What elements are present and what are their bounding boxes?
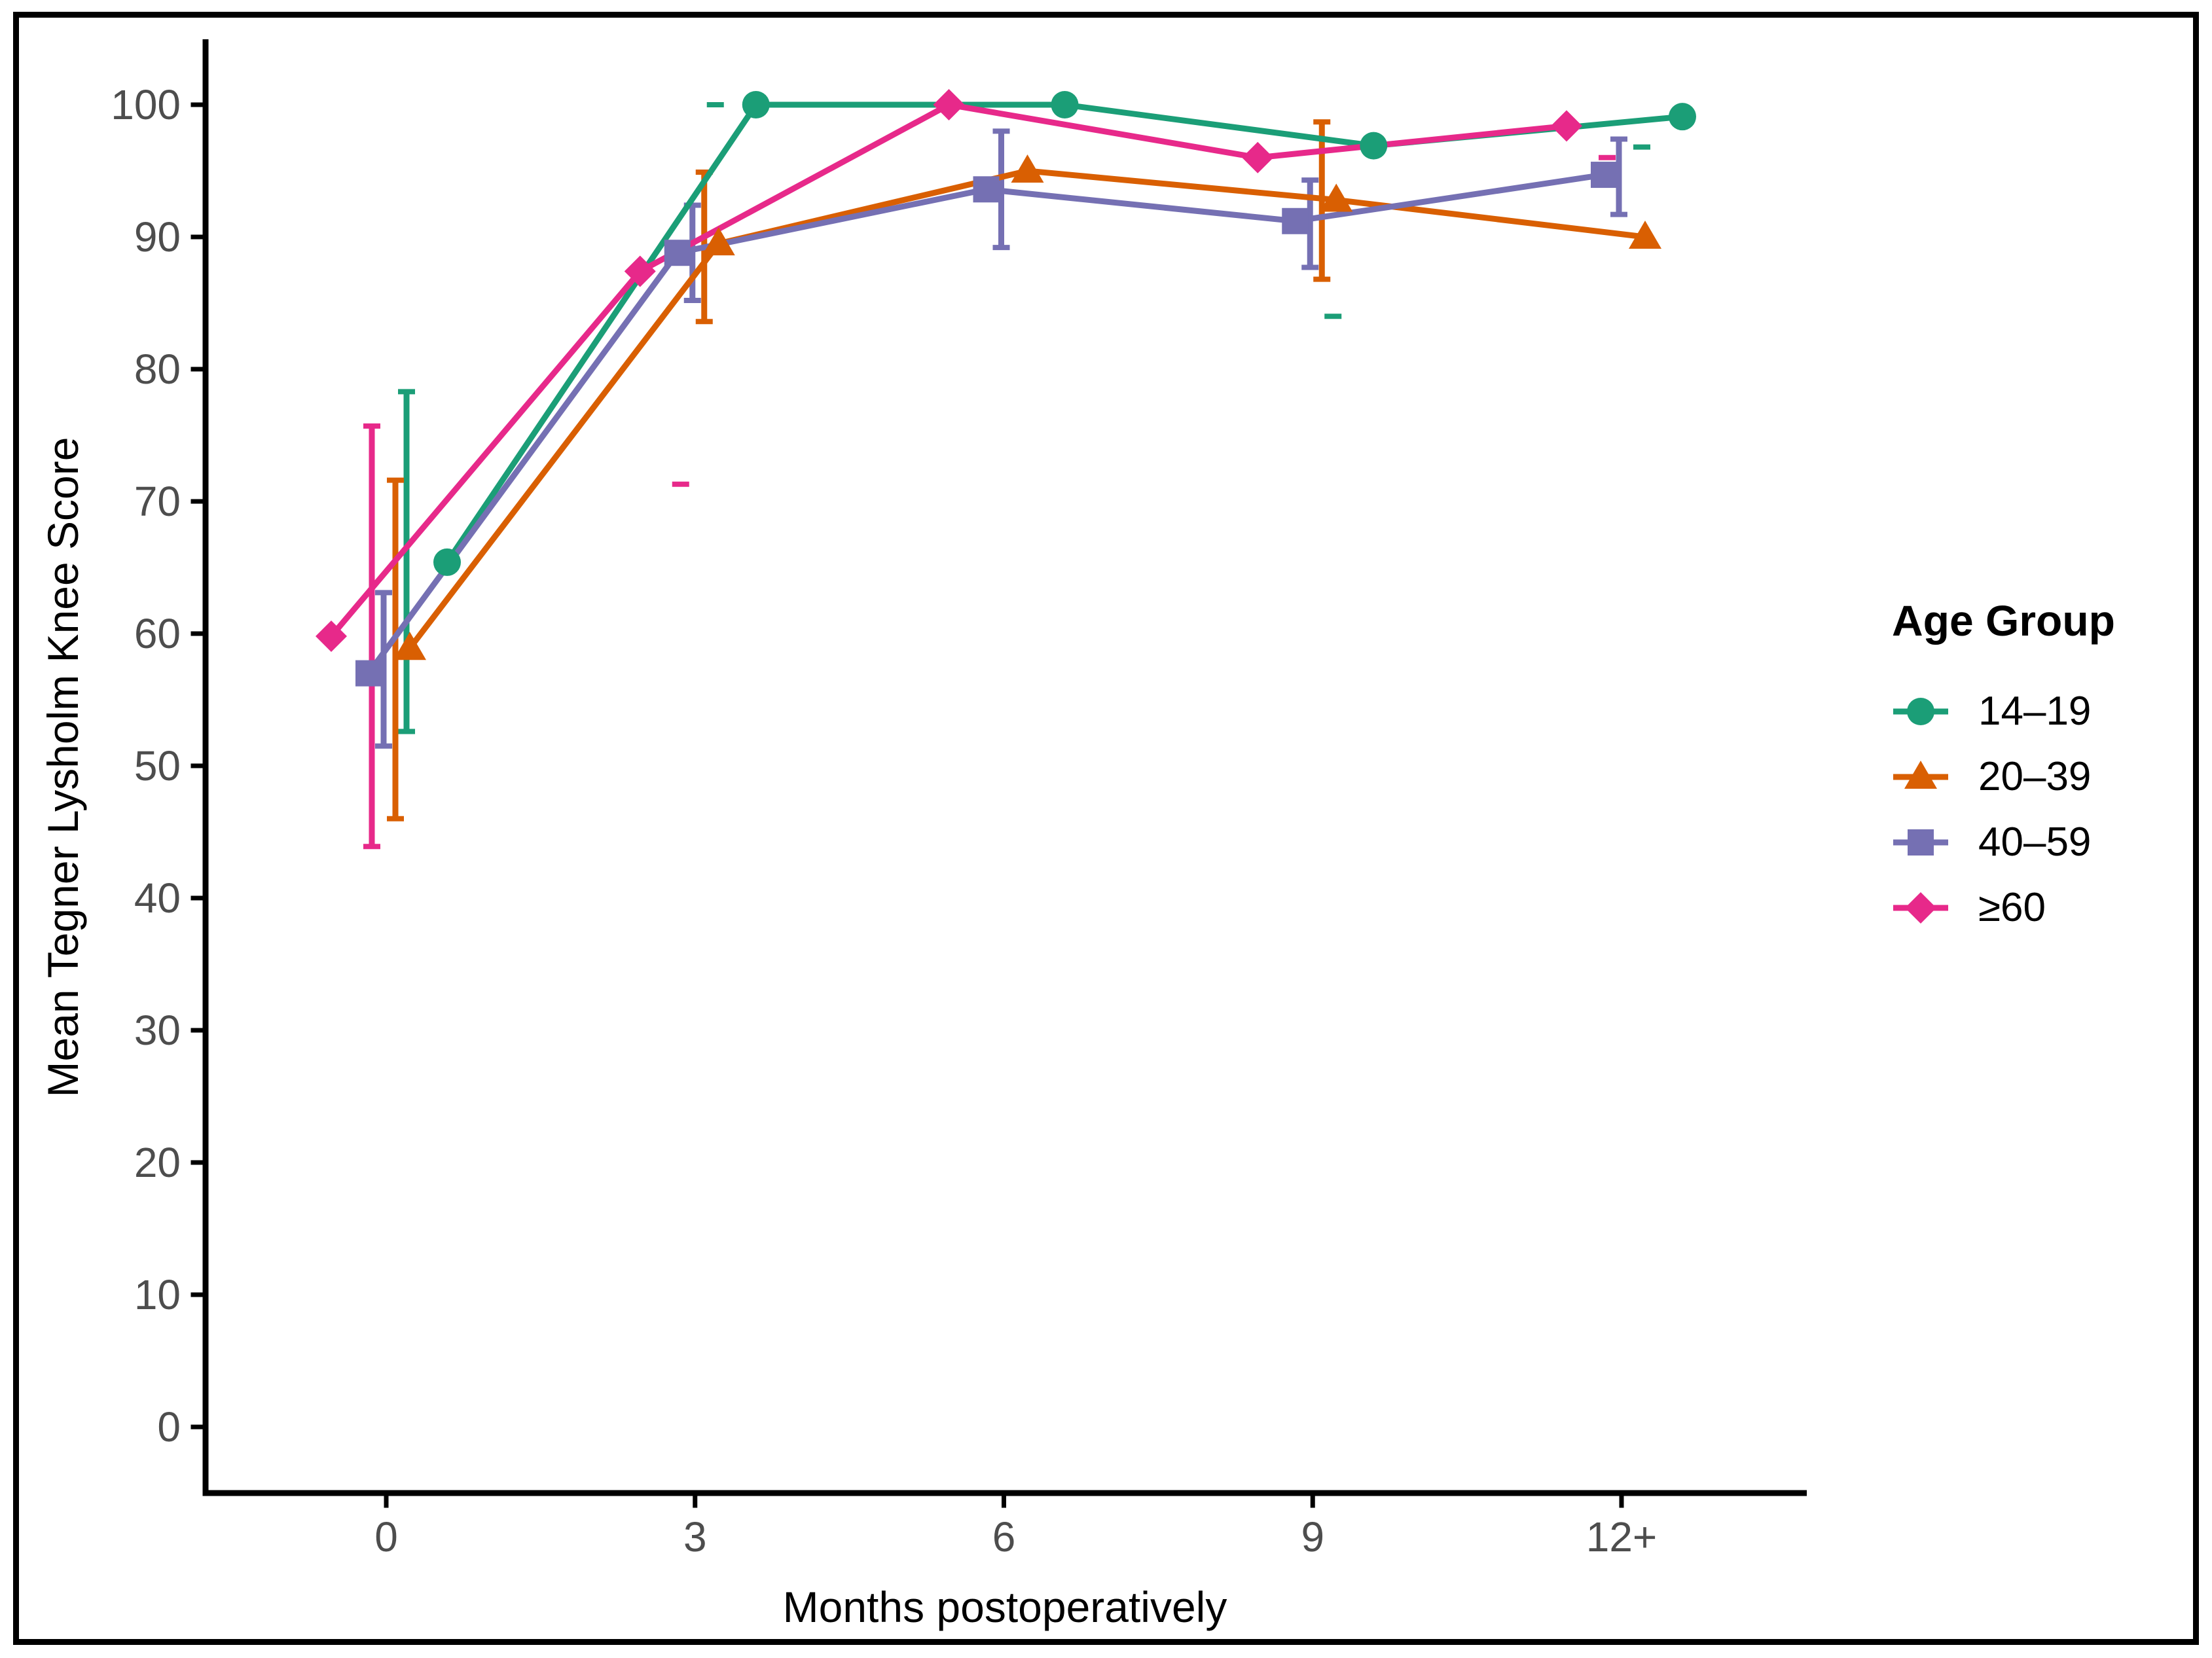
marker-triangle-20–39-month-9 <box>1320 183 1353 212</box>
legend-items: 14–19 20–39 40–59 ≥60 <box>1892 679 2115 941</box>
y-tick-label: 80 <box>134 346 181 393</box>
y-tick-label: 10 <box>134 1271 181 1318</box>
marker-triangle-20–39-month-6 <box>1011 154 1044 183</box>
y-tick-label: 20 <box>134 1139 181 1186</box>
marker-triangle-20–39-month-12+ <box>1629 221 1661 249</box>
legend-item-≥60: ≥60 <box>1892 875 2115 941</box>
marker-square-40–59-month-6 <box>973 176 1000 203</box>
y-tick-label: 90 <box>134 213 181 261</box>
y-tick-label: 60 <box>134 610 181 657</box>
marker-circle-14–19-month-12+ <box>1669 103 1696 131</box>
legend-label-40–59: 40–59 <box>1978 820 2092 865</box>
x-tick-label: 12+ <box>1586 1513 1658 1560</box>
y-tick-label: 100 <box>111 81 181 128</box>
y-tick-label: 50 <box>134 742 181 789</box>
marker-circle-14–19-month-0 <box>433 548 461 576</box>
marker-circle-14–19-month-9 <box>1360 132 1388 160</box>
marker-circle-14–19-month-3 <box>742 91 770 118</box>
x-tick-label: 6 <box>992 1513 1016 1560</box>
marker-diamond-≥60-month-6 <box>933 89 965 120</box>
y-tick-label: 70 <box>134 478 181 525</box>
legend-label-20–39: 20–39 <box>1978 754 2092 799</box>
marker-square-40–59-month-0 <box>355 660 382 687</box>
marker-square-40–59-month-9 <box>1282 207 1309 234</box>
marker-diamond-≥60-month-3 <box>624 255 656 287</box>
y-tick-label: 0 <box>157 1403 181 1451</box>
marker-diamond-≥60-month-9 <box>1242 141 1274 173</box>
marker-triangle-20–39-month-0 <box>393 632 426 660</box>
marker-square-40–59-month-3 <box>664 240 691 266</box>
legend-triangle-icon <box>1893 761 1948 789</box>
legend-item-40–59: 40–59 <box>1892 810 2115 875</box>
marker-square-40–59-month-12+ <box>1591 162 1617 189</box>
x-tick-label: 9 <box>1301 1513 1324 1560</box>
legend-item-20–39: 20–39 <box>1892 744 2115 810</box>
legend-item-14–19: 14–19 <box>1892 679 2115 744</box>
legend: Age Group 14–19 20–39 40–59 ≥60 <box>1892 599 2115 941</box>
legend-circle-icon <box>1893 698 1948 725</box>
legend-diamond-icon <box>1893 892 1948 924</box>
marker-diamond-≥60-month-0 <box>316 621 347 653</box>
legend-square-icon <box>1893 829 1948 856</box>
x-axis-title: Months postoperatively <box>782 1583 1227 1631</box>
legend-title: Age Group <box>1892 596 2115 645</box>
marker-circle-14–19-month-6 <box>1051 91 1079 118</box>
marker-diamond-≥60-month-12+ <box>1551 110 1582 142</box>
x-tick-label: 0 <box>374 1513 398 1560</box>
y-tick-label: 40 <box>134 874 181 922</box>
y-tick-label: 30 <box>134 1007 181 1054</box>
figure-border <box>13 12 2199 1645</box>
marker-triangle-20–39-month-3 <box>702 227 735 256</box>
legend-label-14–19: 14–19 <box>1978 689 2092 734</box>
legend-label-≥60: ≥60 <box>1978 885 2046 930</box>
x-tick-label: 3 <box>683 1513 707 1560</box>
